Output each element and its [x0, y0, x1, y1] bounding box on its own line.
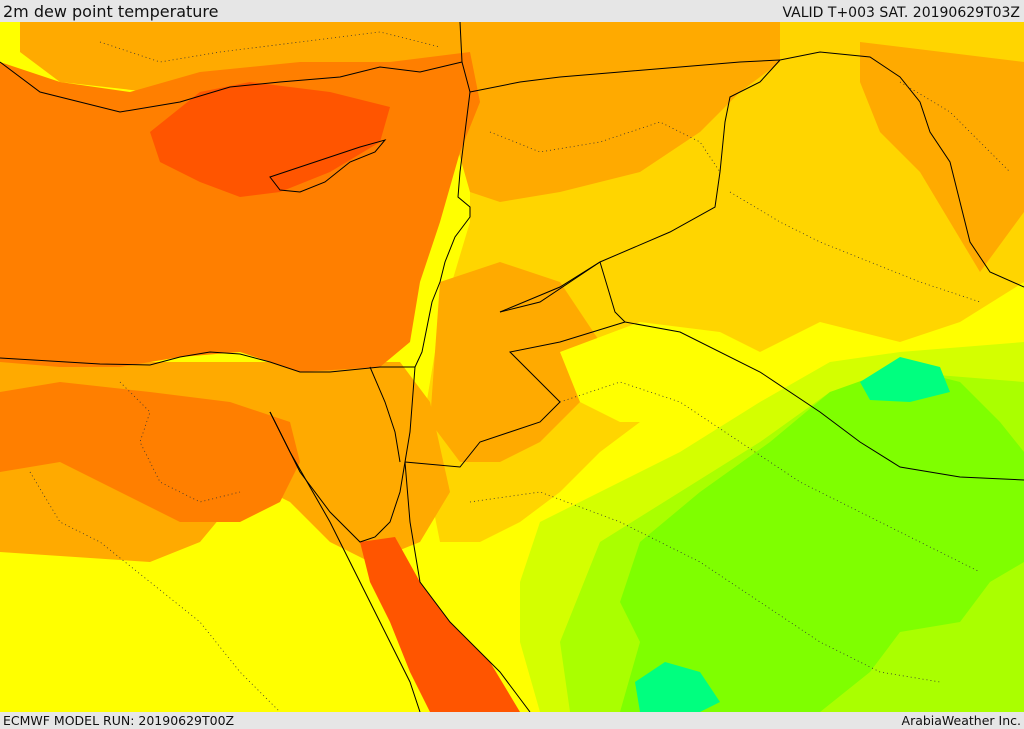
fill-deep-orange-aegean [150, 82, 390, 197]
valid-time: VALID T+003 SAT. 20190629T03Z [782, 5, 1020, 21]
border-egypt-israel [369, 366, 401, 463]
coastline-cyprus [269, 139, 387, 193]
border-syria-turkey [469, 59, 781, 93]
fill-spring-green-gulf [860, 357, 950, 402]
fill-yellow-egypt-south [0, 562, 250, 712]
dotted-province-lines [29, 31, 1011, 712]
border-layer [0, 22, 1024, 712]
fill-spring-green-south [635, 662, 720, 712]
credit-label: ArabiaWeather Inc. [901, 713, 1021, 728]
coastline-red-sea-east [404, 461, 531, 712]
map-title: 2m dew point temperature [3, 2, 219, 21]
fill-light-orange-levant [430, 262, 600, 462]
fill-yellow-center [560, 322, 780, 422]
coastline-levant [414, 22, 471, 368]
dew-point-map [0, 22, 1024, 712]
dotted-saudi-south [469, 491, 941, 683]
dotted-turkey-provinces [99, 31, 441, 63]
border-iraq-iran [779, 51, 1024, 288]
border-jordan [404, 261, 626, 468]
dotted-syria-provinces [489, 121, 721, 173]
model-run-label: ECMWF MODEL RUN: 20190629T00Z [3, 713, 235, 728]
fill-green-arabia [620, 367, 1024, 712]
coastline-egypt-north [0, 351, 415, 373]
fill-deep-orange-red-sea [360, 537, 520, 712]
color-fill-layer [0, 22, 1024, 712]
border-syria-iraq [499, 59, 781, 313]
dotted-egypt-provinces [119, 381, 241, 503]
fill-light-orange-iran [860, 42, 1024, 272]
fill-orange-nile [0, 382, 300, 522]
footer-bar: ECMWF MODEL RUN: 20190629T00Z ArabiaWeat… [0, 712, 1024, 729]
coastline-red-sea-west [269, 411, 421, 712]
dotted-iraq-provinces [729, 191, 981, 303]
map-canvas [0, 22, 1024, 712]
coastline-turkey-south [0, 61, 463, 113]
header-bar: 2m dew point temperature VALID T+003 SAT… [0, 0, 1024, 22]
border-saudi-iraq [624, 321, 1024, 481]
